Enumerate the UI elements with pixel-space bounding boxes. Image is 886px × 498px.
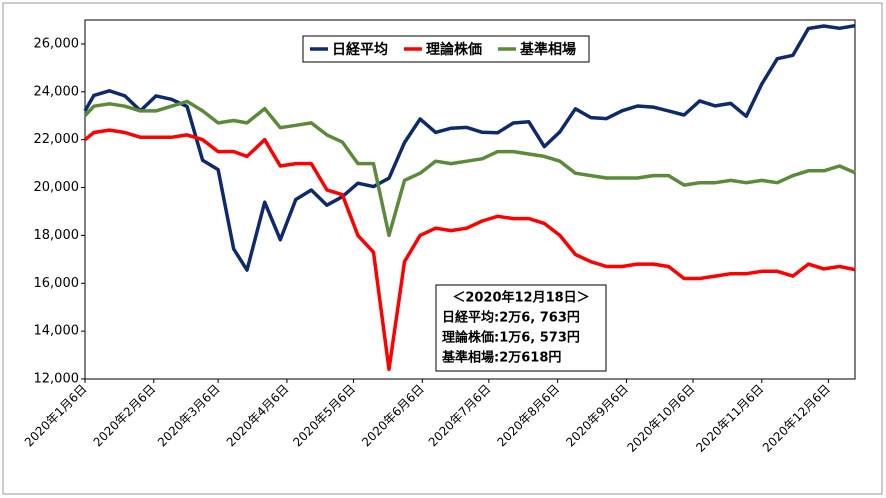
annotation-box bbox=[435, 284, 607, 372]
annotation: ＜2020年12月18日＞ bbox=[452, 290, 589, 306]
legend: 日経平均 理論株価 基準相場 bbox=[302, 35, 590, 63]
annotation: 理論株価:1万6, 573円 bbox=[442, 330, 580, 346]
y-tick-label: 22,000 bbox=[34, 132, 80, 147]
y-tick-label: 26,000 bbox=[34, 36, 80, 51]
series-line bbox=[83, 23, 856, 272]
series-line bbox=[83, 99, 856, 238]
legend-label: 基準相場 bbox=[520, 41, 576, 58]
y-tick-label: 14,000 bbox=[34, 324, 80, 339]
y-tick-label: 18,000 bbox=[34, 228, 80, 243]
legend-label: 日経平均 bbox=[332, 41, 388, 58]
legend-label: 理論株価 bbox=[426, 41, 482, 58]
annotation: 日経平均:2万6, 763円 bbox=[442, 310, 580, 326]
y-tick-label: 20,000 bbox=[34, 180, 80, 195]
legend-box bbox=[302, 35, 590, 63]
y-tick-label: 12,000 bbox=[34, 372, 80, 387]
series-line bbox=[83, 128, 856, 372]
y-tick-label: 16,000 bbox=[34, 276, 80, 291]
annotation: 基準相場:2万618円 bbox=[441, 350, 561, 366]
y-tick-label: 24,000 bbox=[34, 84, 80, 99]
